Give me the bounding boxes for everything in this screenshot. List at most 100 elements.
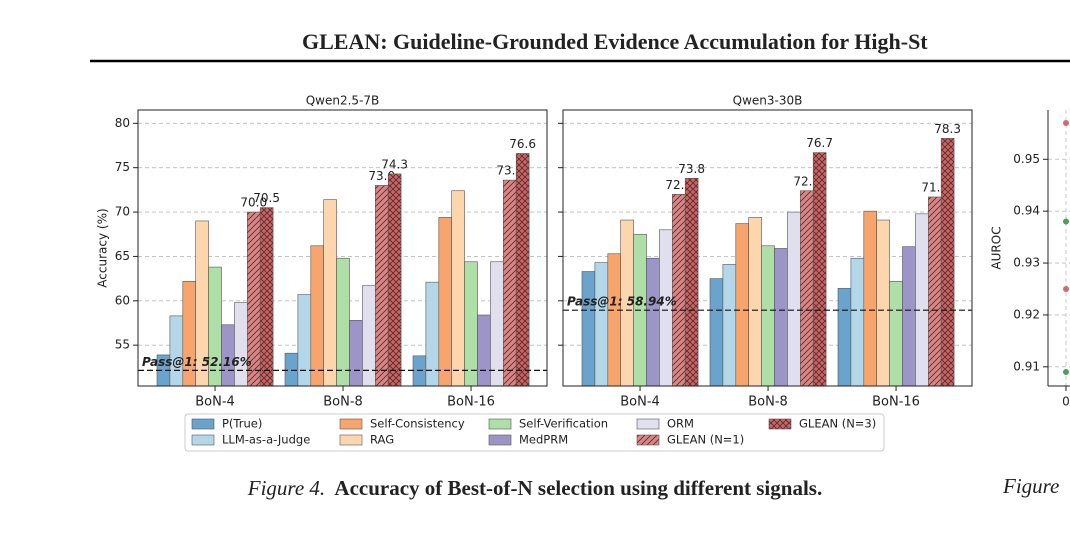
axes-frame xyxy=(562,109,973,387)
legend-label: GLEAN (N=3) xyxy=(799,417,876,431)
bar xyxy=(310,245,324,387)
legend-label: MedPRM xyxy=(519,433,568,447)
legend-label: Self-Consistency xyxy=(370,417,465,431)
data-label: 74.3 xyxy=(381,157,408,171)
legend-label: LLM-as-a-Judge xyxy=(222,433,310,447)
point xyxy=(1063,119,1069,126)
x-tick-label: BoN-8 xyxy=(748,395,788,410)
next-caption-label: Figure xyxy=(1002,474,1059,498)
bar xyxy=(349,320,363,387)
legend-label: Self-Verification xyxy=(519,417,608,431)
caption-label: Figure 4. xyxy=(247,476,325,500)
bar: GLEAN (N=1) xyxy=(671,194,686,387)
legend-label: P(True) xyxy=(222,417,262,431)
bar: GLEAN (N=3) xyxy=(812,152,827,387)
bar: P(True) xyxy=(709,278,724,387)
figure-caption: Figure 4. Accuracy of Best-of-N selectio… xyxy=(247,476,822,500)
bar: RAG xyxy=(748,217,762,387)
data-label: 73.8 xyxy=(678,162,705,176)
bar: Self-Verification xyxy=(761,245,775,387)
bar xyxy=(259,207,274,387)
bar: Self-Consistency xyxy=(607,253,621,387)
legend-label: GLEAN (N=1) xyxy=(667,433,744,447)
legend-label: ORM xyxy=(667,417,694,431)
bar: MedPRM xyxy=(646,257,660,387)
bar: ORM xyxy=(787,211,801,387)
bar xyxy=(323,199,337,387)
legend-swatch xyxy=(339,418,363,430)
bar xyxy=(438,217,452,387)
bar: Self-Consistency xyxy=(735,223,749,387)
data-label: 76.6 xyxy=(509,137,536,151)
bar xyxy=(387,173,402,387)
point xyxy=(1063,368,1069,375)
y-tick-label: 75 xyxy=(115,160,130,174)
bar xyxy=(477,314,491,387)
legend-swatch xyxy=(339,434,363,446)
y-tick-label: 0.92 xyxy=(1013,307,1040,321)
legend-swatch xyxy=(191,434,215,446)
y-axis-label: Accuracy (%) xyxy=(96,208,110,287)
bar: P(True) xyxy=(581,271,596,387)
axes-frame xyxy=(137,109,548,387)
bar xyxy=(169,315,184,387)
legend-label: RAG xyxy=(370,433,394,447)
bar xyxy=(464,261,478,387)
bar xyxy=(336,257,350,387)
bar xyxy=(284,352,299,387)
x-tick-label: 0 xyxy=(1062,395,1070,409)
y-tick-label: 80 xyxy=(115,116,130,130)
bar: RAG xyxy=(876,219,890,387)
legend-swatch xyxy=(636,418,660,430)
data-label: 70.0 xyxy=(240,196,267,210)
bar: Self-Consistency xyxy=(863,210,877,387)
bar xyxy=(374,185,389,387)
y-tick-label: 0.91 xyxy=(1013,359,1040,373)
bar: Self-Verification xyxy=(889,280,903,387)
y-tick-label: 0.95 xyxy=(1013,152,1040,166)
data-label: 76.7 xyxy=(806,136,833,150)
bar: MedPRM xyxy=(902,246,916,387)
bar xyxy=(502,179,517,387)
reference-label: Pass@1: 58.94% xyxy=(567,295,677,309)
bar: GLEAN (N=3) xyxy=(940,138,955,387)
legend-swatch xyxy=(636,434,660,446)
bar xyxy=(451,190,465,387)
x-tick-label: BoN-8 xyxy=(323,395,363,410)
bar: MedPRM xyxy=(774,248,788,387)
y-axis-label: AUROC xyxy=(990,226,1004,269)
legend-swatch xyxy=(488,434,512,446)
bar xyxy=(234,302,248,387)
y-tick-label: 65 xyxy=(115,249,130,263)
y-tick-label: 0.93 xyxy=(1013,256,1040,270)
x-tick-label: BoN-16 xyxy=(447,395,495,410)
bar xyxy=(297,294,312,387)
legend-swatch xyxy=(488,418,512,430)
point xyxy=(1063,285,1069,292)
bar: LLM-as-a-Judge xyxy=(594,262,609,387)
caption-text: Accuracy of Best-of-N selection using di… xyxy=(334,476,822,500)
y-tick-label: 55 xyxy=(115,338,130,352)
bar: ORM xyxy=(915,213,929,387)
bar: LLM-as-a-Judge xyxy=(850,257,865,387)
header-title: GLEAN: Guideline-Grounded Evidence Accum… xyxy=(302,29,928,54)
data-label: 70.5 xyxy=(253,191,280,205)
point xyxy=(1063,218,1069,225)
y-tick-label: 60 xyxy=(115,293,130,307)
x-tick-label: BoN-4 xyxy=(620,395,660,410)
bar: GLEAN (N=3) xyxy=(684,178,699,387)
legend-swatch xyxy=(768,418,792,430)
reference-label: Pass@1: 52.16% xyxy=(142,355,252,369)
panel-title: Qwen2.5-7B xyxy=(306,94,380,108)
bar: P(True) xyxy=(837,288,852,387)
panel-title: Qwen3-30B xyxy=(733,94,803,108)
x-tick-label: BoN-4 xyxy=(195,395,235,410)
x-tick-label: BoN-16 xyxy=(872,395,920,410)
bar: GLEAN (N=1) xyxy=(927,196,942,387)
y-tick-label: 70 xyxy=(115,205,130,219)
bar: GLEAN (N=1) xyxy=(799,190,814,387)
legend-swatch xyxy=(191,418,215,430)
bar xyxy=(490,261,504,387)
bar xyxy=(515,153,530,387)
data-label: 78.3 xyxy=(934,122,961,136)
